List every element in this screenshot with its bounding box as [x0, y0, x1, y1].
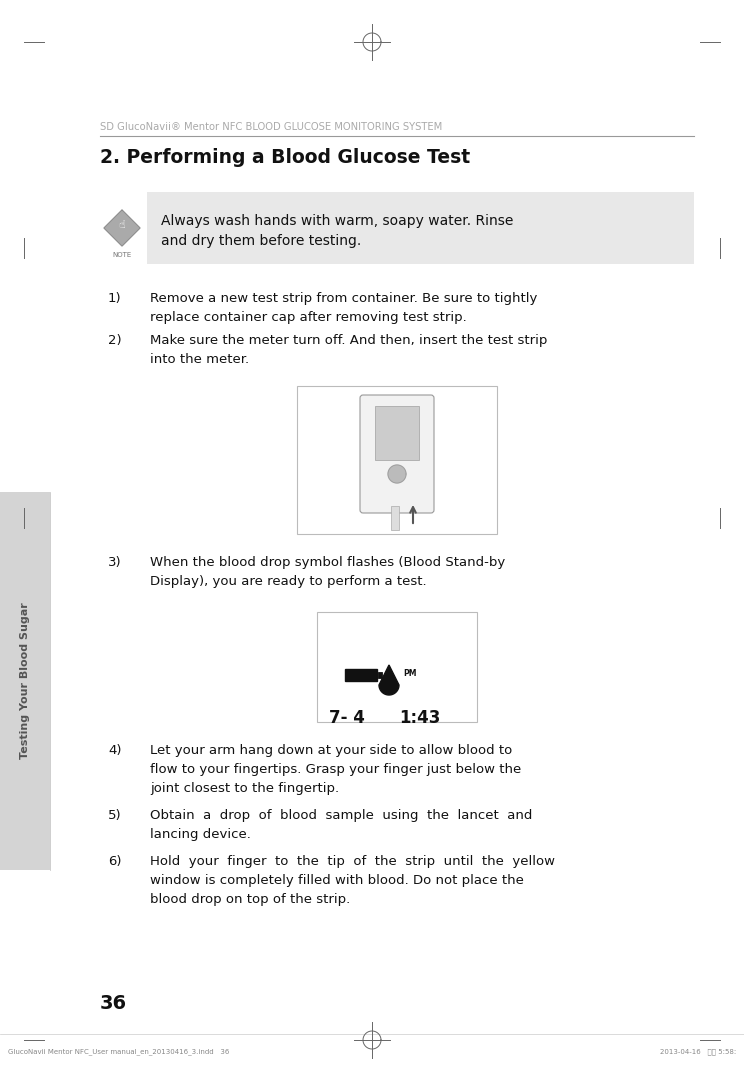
Bar — [0, 492, 50, 870]
Text: Let your arm hang down at your side to allow blood to: Let your arm hang down at your side to a… — [150, 744, 513, 757]
Polygon shape — [104, 210, 140, 246]
FancyBboxPatch shape — [360, 395, 434, 513]
Text: 7- 4: 7- 4 — [329, 709, 365, 727]
Text: 6): 6) — [108, 855, 121, 868]
Text: GlucoNavii Mentor NFC_User manual_en_20130416_3.indd   36: GlucoNavii Mentor NFC_User manual_en_201… — [8, 1048, 229, 1055]
Text: 2): 2) — [108, 334, 121, 347]
Text: Display), you are ready to perform a test.: Display), you are ready to perform a tes… — [150, 575, 426, 588]
Text: into the meter.: into the meter. — [150, 353, 249, 366]
Text: 3): 3) — [108, 556, 121, 569]
Text: window is completely filled with blood. Do not place the: window is completely filled with blood. … — [150, 874, 524, 887]
Text: SD GlucoNavii® Mentor NFC BLOOD GLUCOSE MONITORING SYSTEM: SD GlucoNavii® Mentor NFC BLOOD GLUCOSE … — [100, 122, 442, 132]
Text: When the blood drop symbol flashes (Blood Stand-by: When the blood drop symbol flashes (Bloo… — [150, 556, 505, 569]
Text: ☝: ☝ — [118, 220, 126, 230]
Text: Testing Your Blood Sugar: Testing Your Blood Sugar — [20, 603, 30, 760]
Text: blood drop on top of the strip.: blood drop on top of the strip. — [150, 893, 350, 906]
Polygon shape — [379, 665, 399, 695]
Text: 4): 4) — [108, 744, 121, 757]
Text: Make sure the meter turn off. And then, insert the test strip: Make sure the meter turn off. And then, … — [150, 334, 548, 347]
Text: 5): 5) — [108, 809, 121, 822]
Text: 1:43: 1:43 — [399, 709, 440, 727]
Bar — [391, 506, 399, 530]
Text: Obtain  a  drop  of  blood  sample  using  the  lancet  and: Obtain a drop of blood sample using the … — [150, 809, 533, 822]
Text: flow to your fingertips. Grasp your finger just below the: flow to your fingertips. Grasp your fing… — [150, 763, 522, 776]
Text: joint closest to the fingertip.: joint closest to the fingertip. — [150, 782, 339, 795]
Bar — [378, 672, 382, 678]
Text: replace container cap after removing test strip.: replace container cap after removing tes… — [150, 311, 466, 324]
Polygon shape — [388, 465, 406, 483]
Text: lancing device.: lancing device. — [150, 828, 251, 841]
Text: PM: PM — [403, 669, 417, 678]
Text: NOTE: NOTE — [112, 252, 132, 258]
Text: Always wash hands with warm, soapy water. Rinse: Always wash hands with warm, soapy water… — [161, 214, 513, 228]
Text: Remove a new test strip from container. Be sure to tightly: Remove a new test strip from container. … — [150, 292, 537, 305]
Bar — [297, 386, 497, 535]
Text: 2. Performing a Blood Glucose Test: 2. Performing a Blood Glucose Test — [100, 148, 470, 167]
Bar — [345, 669, 377, 681]
Text: 1): 1) — [108, 292, 121, 305]
Text: and dry them before testing.: and dry them before testing. — [161, 234, 362, 248]
Bar — [147, 192, 694, 264]
Bar — [317, 612, 477, 722]
Text: Hold  your  finger  to  the  tip  of  the  strip  until  the  yellow: Hold your finger to the tip of the strip… — [150, 855, 555, 868]
Text: 36: 36 — [100, 994, 127, 1013]
Text: 2013-04-16   오후 5:58:: 2013-04-16 오후 5:58: — [660, 1048, 736, 1055]
Bar — [375, 406, 419, 460]
